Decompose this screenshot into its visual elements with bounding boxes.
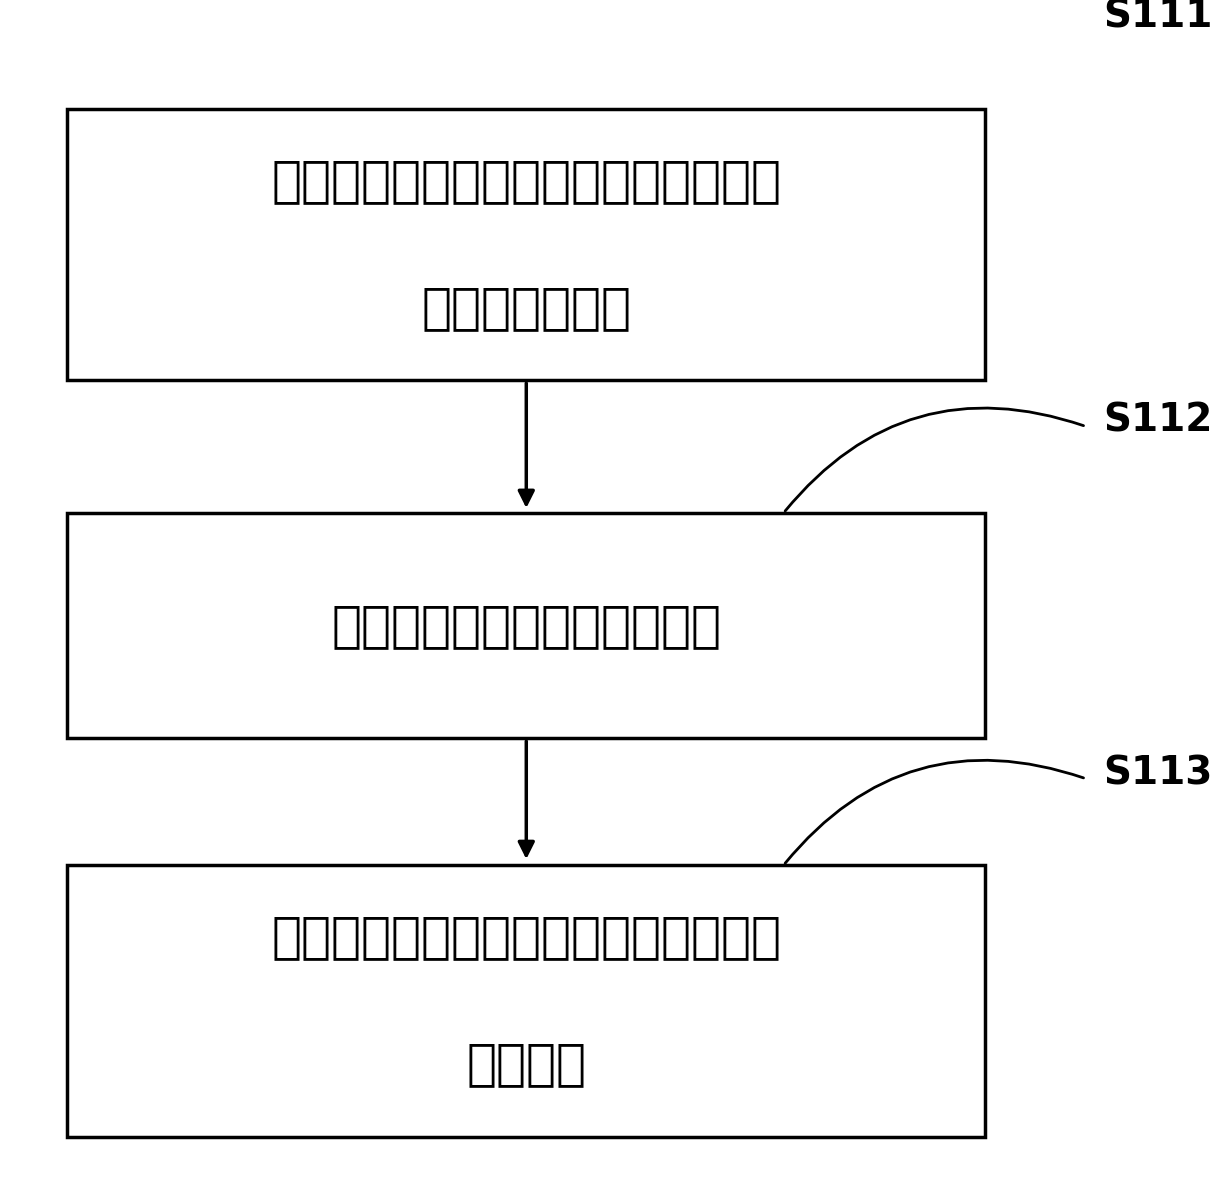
Text: S111: S111 [1103, 0, 1213, 35]
Bar [67, 866, 985, 1137]
Bar [67, 513, 985, 738]
Text: 从时间帧中提取频谱幅度矢量: 从时间帧中提取频谱幅度矢量 [332, 602, 722, 649]
Bar [67, 109, 985, 381]
Text: 周期分为时间帧: 周期分为时间帧 [422, 284, 632, 332]
Text: 对频谱幅度矢量进行归一化处理，形成: 对频谱幅度矢量进行归一化处理，形成 [271, 913, 781, 962]
Text: S112: S112 [1103, 402, 1213, 440]
Text: S113: S113 [1103, 754, 1213, 791]
Text: 将接收的单通道声音信号按照预设时间: 将接收的单通道声音信号按照预设时间 [271, 157, 781, 205]
Text: 声学特征: 声学特征 [467, 1041, 587, 1088]
